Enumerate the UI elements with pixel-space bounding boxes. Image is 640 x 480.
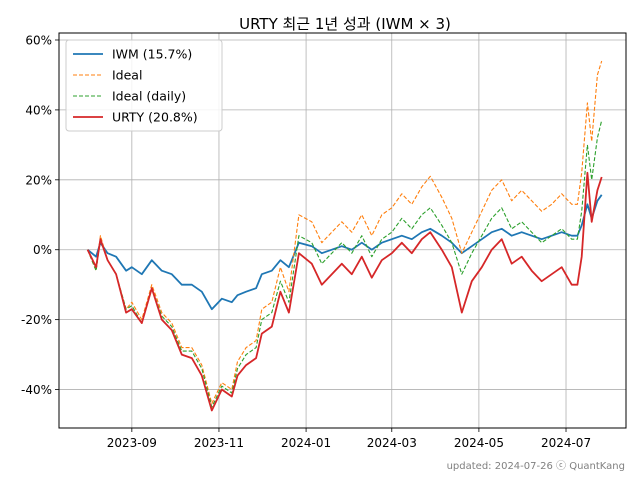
series-line-ideal (87, 60, 603, 405)
x-tick-label: 2023-11 (194, 436, 244, 450)
y-tick-label: 20% (25, 173, 52, 187)
legend-label: Ideal (112, 68, 142, 83)
y-tick-label: 0% (33, 243, 52, 257)
y-tick-label: 60% (25, 33, 52, 47)
x-tick-label: 2024-03 (367, 436, 417, 450)
y-axis: -40% -20% 0% 20% 40% 60% (21, 33, 59, 397)
legend-label: Ideal (daily) (112, 89, 186, 104)
y-tick-label: 40% (25, 103, 52, 117)
series-lines (86, 60, 603, 412)
x-tick-label: 2024-05 (454, 436, 504, 450)
chart-title: URTY 최근 1년 성과 (IWM × 3) (239, 15, 451, 33)
legend-label: IWM (15.7%) (112, 47, 192, 62)
footer-note: updated: 2024-07-26 ⓒ QuantKang (447, 460, 625, 472)
series-line-ideal-daily (87, 120, 603, 408)
legend: IWM (15.7%) Ideal Ideal (daily) URTY (20.8%… (65, 39, 223, 132)
grid (59, 33, 626, 428)
x-tick-label: 2024-07 (541, 436, 591, 450)
plot-frame (58, 32, 627, 429)
y-tick-label: -20% (21, 313, 52, 327)
legend-label: URTY (20.8%) (112, 110, 198, 125)
y-tick-label: -40% (21, 383, 52, 397)
series-line-urty (86, 171, 603, 412)
x-tick-label: 2024-01 (281, 436, 331, 450)
x-tick-label: 2023-09 (107, 436, 157, 450)
legend-box (65, 39, 223, 132)
x-axis: 2023-09 2023-11 2024-01 2024-03 2024-05 2024-… (107, 428, 591, 450)
